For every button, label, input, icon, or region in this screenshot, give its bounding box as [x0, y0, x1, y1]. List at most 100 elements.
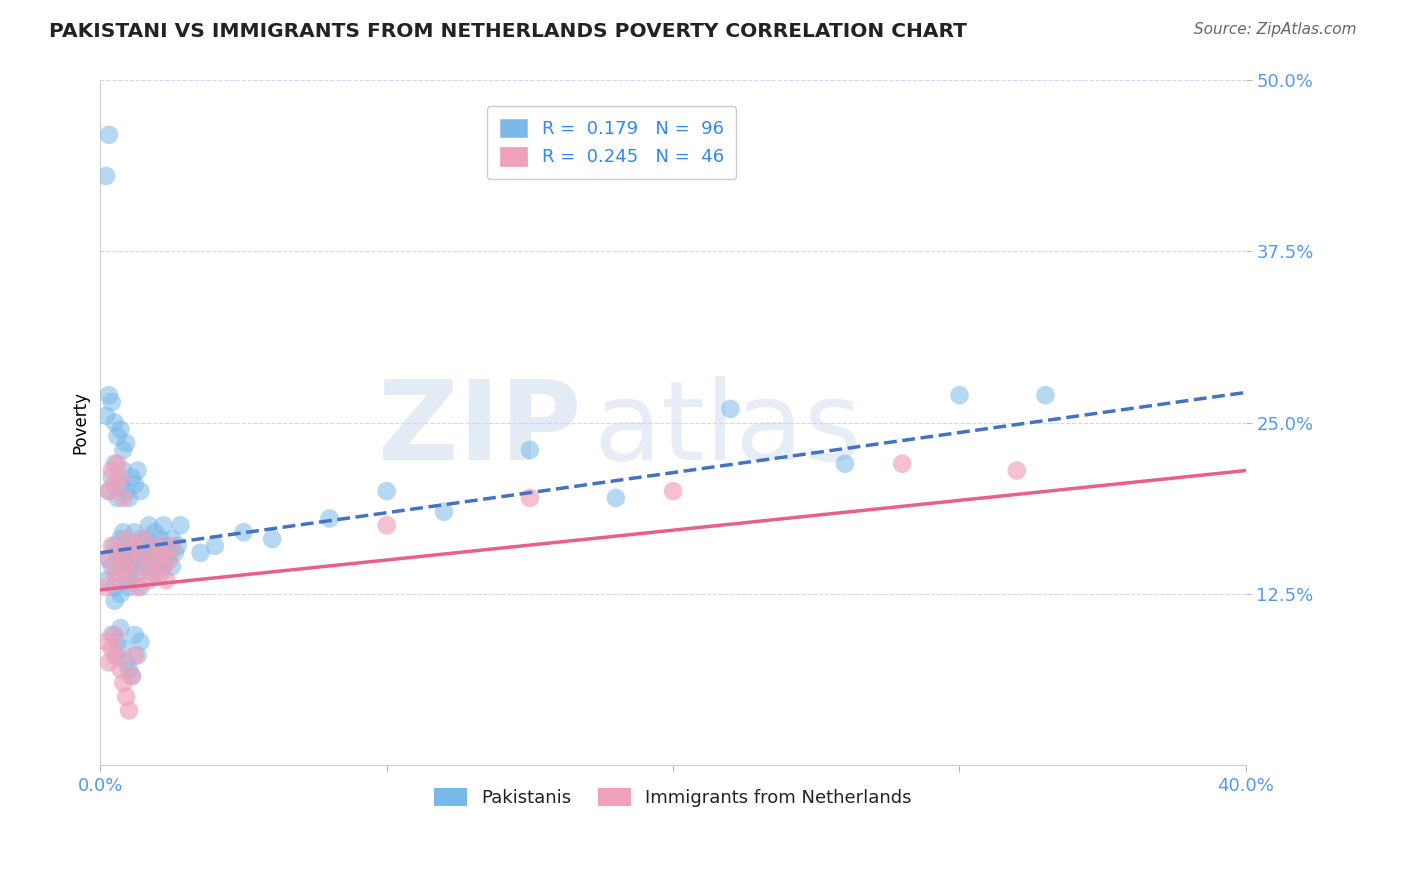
Point [94, 635, 117, 649]
Point [101, 628, 124, 642]
Point [118, 580, 141, 594]
Point [112, 525, 135, 540]
Legend: Pakistanis, Immigrants from Netherlands: Pakistanis, Immigrants from Netherlands [427, 780, 920, 814]
Point [110, 422, 132, 436]
Point [97, 388, 120, 402]
Point [124, 539, 146, 553]
Point [107, 457, 129, 471]
Point [375, 518, 398, 533]
Point [94, 580, 117, 594]
Point [110, 587, 132, 601]
Point [127, 566, 149, 581]
Point [146, 552, 169, 566]
Point [605, 491, 627, 505]
Point [101, 559, 124, 574]
Point [115, 484, 138, 499]
Point [110, 621, 132, 635]
Point [127, 464, 149, 478]
Point [155, 552, 177, 566]
Point [152, 518, 174, 533]
Point [127, 580, 149, 594]
Point [118, 491, 141, 505]
Point [121, 546, 143, 560]
Point [375, 484, 398, 499]
Point [132, 559, 155, 574]
Point [104, 539, 127, 553]
Point [97, 128, 120, 142]
Point [662, 484, 685, 499]
Point [101, 539, 124, 553]
Point [152, 559, 174, 574]
Point [124, 648, 146, 663]
Point [101, 470, 124, 484]
Point [107, 491, 129, 505]
Point [104, 580, 127, 594]
Point [104, 648, 127, 663]
Point [124, 525, 146, 540]
Point [160, 559, 183, 574]
Point [112, 641, 135, 656]
Point [107, 635, 129, 649]
Point [101, 395, 124, 409]
Point [107, 648, 129, 663]
Point [127, 546, 149, 560]
Point [138, 573, 160, 587]
Point [112, 491, 135, 505]
Point [115, 690, 138, 704]
Point [118, 552, 141, 566]
Point [104, 416, 127, 430]
Point [110, 573, 132, 587]
Point [163, 546, 186, 560]
Point [118, 566, 141, 581]
Text: Source: ZipAtlas.com: Source: ZipAtlas.com [1194, 22, 1357, 37]
Y-axis label: Poverty: Poverty [72, 391, 89, 454]
Point [118, 662, 141, 676]
Point [94, 169, 117, 183]
Point [155, 539, 177, 553]
Point [129, 532, 152, 546]
Point [157, 552, 180, 566]
Point [318, 511, 340, 525]
Point [1035, 388, 1057, 402]
Point [112, 442, 135, 457]
Point [160, 539, 183, 553]
Point [118, 703, 141, 717]
Point [110, 470, 132, 484]
Point [157, 546, 180, 560]
Point [104, 593, 127, 607]
Point [94, 409, 117, 423]
Point [107, 429, 129, 443]
Point [143, 566, 166, 581]
Point [121, 566, 143, 581]
Point [132, 546, 155, 560]
Point [129, 484, 152, 499]
Point [834, 457, 856, 471]
Point [121, 669, 143, 683]
Point [132, 532, 155, 546]
Point [112, 552, 135, 566]
Point [232, 525, 254, 540]
Point [121, 669, 143, 683]
Point [138, 539, 160, 553]
Text: PAKISTANI VS IMMIGRANTS FROM NETHERLANDS POVERTY CORRELATION CHART: PAKISTANI VS IMMIGRANTS FROM NETHERLANDS… [49, 22, 967, 41]
Point [97, 484, 120, 499]
Point [97, 552, 120, 566]
Point [141, 552, 163, 566]
Point [160, 532, 183, 546]
Point [118, 552, 141, 566]
Point [262, 532, 284, 546]
Point [97, 552, 120, 566]
Point [97, 484, 120, 499]
Point [101, 464, 124, 478]
Point [169, 518, 191, 533]
Point [124, 628, 146, 642]
Point [519, 491, 541, 505]
Point [121, 470, 143, 484]
Point [1005, 464, 1028, 478]
Point [129, 635, 152, 649]
Point [149, 532, 172, 546]
Point [718, 401, 741, 416]
Point [104, 628, 127, 642]
Point [891, 457, 914, 471]
Point [155, 573, 177, 587]
